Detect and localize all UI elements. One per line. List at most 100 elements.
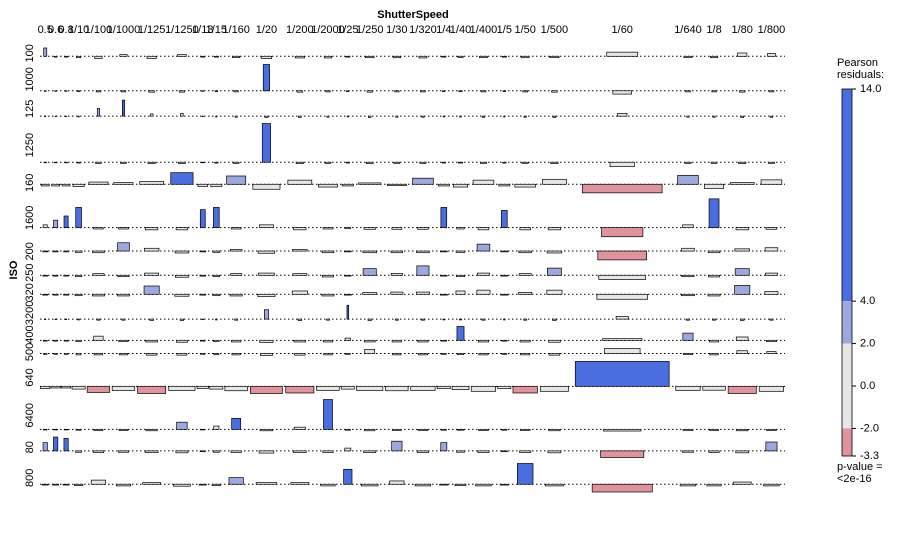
residual-bar: [212, 274, 220, 278]
residual-bar: [145, 429, 158, 432]
residual-bar: [356, 385, 384, 391]
residual-bar: [442, 90, 446, 92]
residual-bar: [257, 293, 276, 297]
residual-bar: [437, 183, 450, 187]
residual-bar: [257, 250, 276, 254]
residual-bar: [43, 90, 47, 92]
residual-bar: [440, 429, 447, 431]
residual-bar: [764, 272, 778, 276]
residual-bar: [520, 353, 531, 356]
residual-bar: [74, 293, 83, 297]
residual-bar: [764, 291, 779, 295]
residual-bar: [477, 227, 490, 231]
residual-bar: [501, 339, 508, 342]
residual-bar: [552, 115, 557, 118]
residual-bar: [323, 399, 333, 430]
residual-bar: [706, 483, 722, 487]
residual-bar: [213, 207, 220, 228]
residual-bar: [199, 293, 207, 296]
column-label: 1/2000: [311, 24, 345, 36]
legend-swatch: [842, 301, 852, 344]
residual-bar: [292, 273, 308, 276]
residual-bar: [143, 247, 160, 252]
residual-bar: [360, 483, 379, 487]
residual-bar: [481, 115, 486, 118]
residual-bar: [548, 339, 561, 343]
row-label: 1600: [24, 206, 36, 230]
residual-bar: [765, 227, 778, 230]
column-label: 1/13: [192, 24, 213, 36]
residual-bar: [346, 304, 350, 320]
residual-bar: [681, 247, 695, 252]
row-label: 200: [24, 242, 36, 260]
residual-bar: [75, 450, 82, 453]
residual-bar: [519, 227, 531, 231]
residual-bar: [737, 52, 748, 57]
residual-bar: [420, 318, 425, 321]
residual-bar: [209, 385, 224, 390]
residual-bar: [149, 318, 154, 321]
residual-bar: [518, 273, 532, 276]
residual-bar: [392, 55, 401, 59]
residual-bar: [232, 161, 240, 164]
residual-bar: [738, 161, 747, 164]
residual-bar: [519, 429, 531, 431]
residual-bar: [63, 339, 69, 342]
residual-bar: [232, 55, 241, 59]
residual-bar: [199, 450, 206, 453]
residual-bar: [416, 250, 430, 254]
residual-bar: [502, 161, 507, 164]
row-label: 800: [24, 469, 36, 487]
residual-bar: [414, 483, 432, 487]
residual-bar: [264, 115, 269, 118]
residual-bar: [344, 353, 351, 355]
residual-bar: [145, 227, 159, 231]
residual-bar: [476, 272, 490, 276]
residual-bar: [390, 291, 404, 295]
residual-bar: [344, 447, 352, 452]
legend-title: Pearson: [837, 57, 878, 69]
residual-bar: [259, 224, 274, 228]
residual-bar: [255, 482, 277, 485]
residual-bar: [52, 483, 60, 486]
residual-bar: [54, 90, 57, 92]
residual-bar: [518, 250, 532, 254]
column-label: 1/5: [497, 24, 512, 36]
residual-bar: [170, 172, 194, 185]
residual-bar: [476, 289, 491, 295]
residual-bar: [63, 215, 69, 228]
residual-bar: [550, 161, 559, 164]
residual-bar: [77, 115, 80, 118]
residual-bar: [708, 274, 721, 278]
residual-bar: [175, 450, 189, 454]
residual-bar: [455, 290, 466, 295]
residual-bar: [263, 309, 269, 320]
residual-bar: [201, 90, 205, 92]
residual-bar: [117, 274, 130, 278]
residual-bar: [213, 55, 219, 58]
residual-bar: [769, 318, 774, 321]
residual-bar: [442, 115, 445, 118]
residual-bar: [729, 182, 755, 185]
residual-bar: [118, 227, 129, 230]
residual-bar: [548, 353, 561, 356]
column-label: 1/10: [68, 24, 89, 36]
residual-bar: [179, 318, 184, 321]
residual-bar: [121, 99, 125, 117]
residual-bar: [42, 339, 48, 342]
residual-bar: [52, 293, 59, 296]
residual-bar: [456, 353, 465, 355]
residual-bar: [475, 483, 492, 487]
residual-bar: [682, 332, 694, 341]
residual-bar: [76, 55, 82, 59]
residual-bar: [71, 385, 86, 390]
legend-swatch: [842, 428, 852, 456]
residual-bar: [547, 227, 561, 231]
residual-bar: [294, 353, 306, 356]
residual-bar: [682, 429, 694, 431]
residual-bar: [501, 55, 507, 58]
residual-bar: [93, 429, 104, 431]
column-label: 1/30: [386, 24, 407, 36]
residual-bar: [42, 442, 48, 452]
